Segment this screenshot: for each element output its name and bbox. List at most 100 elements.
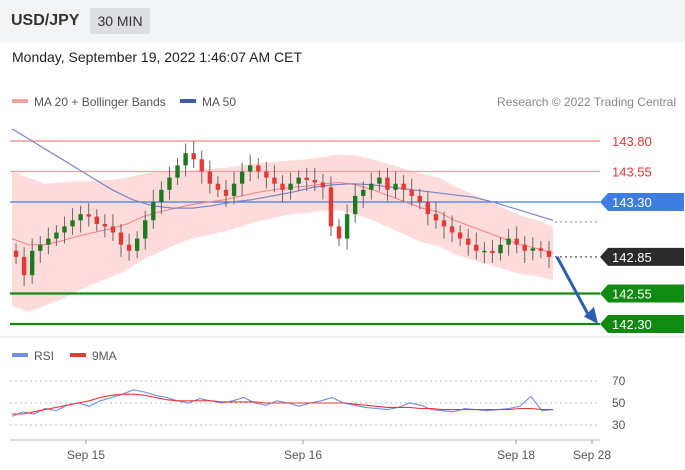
candle-body — [256, 165, 261, 172]
x-tick-label: Sep 18 — [497, 448, 535, 462]
rsi-ma-legend-swatch — [70, 353, 86, 357]
candle-body — [304, 177, 309, 181]
rsi-ma-line — [12, 393, 553, 415]
candle-body — [102, 223, 108, 227]
bb-legend-swatch — [12, 99, 28, 103]
candle-body — [490, 250, 495, 254]
candle-body — [264, 171, 269, 178]
level-label-143-55: 143.55 — [612, 165, 652, 180]
price-levels — [10, 140, 600, 326]
x-axis: Sep 15 Sep 16 Sep 18 Sep 28 — [67, 440, 611, 462]
level-label-142-30: 142.30 — [612, 317, 652, 332]
level-tag-143-30 — [600, 193, 684, 211]
candle-body — [401, 183, 406, 190]
rsi-panel: 70 50 30 — [10, 374, 626, 432]
level-tag-142-30 — [600, 315, 684, 333]
candle-body — [522, 244, 527, 251]
level-labels: 143.80 143.55 143.30 142.85 142.55 142.30 — [600, 134, 684, 333]
x-tick-label: Sep 15 — [67, 448, 105, 462]
rsi-legend-swatch — [12, 353, 28, 357]
candle-body — [441, 220, 447, 227]
candle-body — [466, 238, 471, 245]
candle-body — [159, 189, 164, 202]
candle-body — [126, 244, 132, 251]
candle-body — [215, 183, 221, 190]
candle-body — [191, 153, 196, 160]
candle-body — [336, 226, 342, 239]
candle-body — [62, 226, 67, 233]
rsi-tick-label: 70 — [612, 374, 626, 388]
candle-body — [417, 195, 422, 202]
candle-body — [530, 248, 536, 251]
credit-label: Research © 2022 Trading Central — [497, 95, 676, 109]
candle-body — [320, 182, 326, 188]
candle-body — [272, 177, 277, 184]
candle-body — [538, 248, 544, 251]
candle-body — [385, 177, 390, 190]
candle-body — [13, 250, 19, 257]
candle-body — [312, 180, 317, 183]
candle-body — [361, 189, 366, 196]
candle-body — [352, 195, 358, 215]
candle-body — [514, 238, 519, 245]
candle-body — [86, 214, 91, 217]
candle-body — [239, 171, 245, 184]
candle-body — [29, 250, 35, 276]
forecast-arrow-head — [584, 306, 598, 324]
candle-body — [498, 244, 503, 254]
candle-body — [482, 250, 487, 253]
candlesticks — [13, 141, 552, 287]
candle-body — [457, 232, 463, 239]
rsi-line — [11, 389, 554, 417]
rsi-tick-label: 50 — [612, 396, 626, 410]
level-label-142-85: 142.85 — [612, 250, 652, 265]
forecast-arrow-shaft — [555, 256, 592, 319]
candle-body — [506, 238, 511, 245]
candle-body — [369, 183, 374, 190]
candle-body — [328, 187, 334, 227]
candle-body — [183, 153, 188, 166]
x-tick-label: Sep 28 — [573, 448, 611, 462]
candle-body — [94, 216, 99, 224]
level-label-143-80: 143.80 — [612, 134, 652, 149]
datetime-label: Monday, September 19, 2022 1:46:07 AM CE… — [12, 49, 303, 65]
candle-body — [38, 244, 43, 251]
candle-body — [296, 177, 301, 184]
rsi-legend-label: RSI — [34, 349, 54, 363]
candle-body — [223, 189, 229, 196]
ma50-legend-swatch — [180, 99, 196, 103]
symbol-title: USD/JPY — [11, 12, 80, 29]
candle-body — [288, 183, 293, 190]
candle-body — [248, 165, 253, 172]
candle-body — [46, 238, 51, 245]
level-label-143-30: 143.30 — [612, 195, 652, 210]
candle-body — [344, 214, 350, 239]
rsi-ma-legend-label: 9MA — [92, 349, 117, 363]
candle-body — [199, 159, 204, 172]
level-tag-142-85 — [600, 247, 684, 266]
candle-body — [118, 232, 124, 245]
level-tag-142-55 — [600, 284, 684, 303]
candle-body — [175, 165, 180, 178]
candle-body — [207, 171, 213, 184]
candle-body — [151, 202, 156, 221]
timeframe-button[interactable]: 30 MIN — [90, 8, 150, 34]
candle-body — [54, 232, 59, 239]
candle-body — [449, 226, 455, 233]
candle-body — [110, 226, 116, 233]
bollinger-bands — [12, 154, 553, 312]
bb-legend-label: MA 20 + Bollinger Bands — [34, 95, 166, 109]
chart-header: USD/JPY 30 MIN — [0, 0, 685, 42]
rsi-tick-label: 30 — [612, 418, 626, 432]
candle-body — [393, 183, 398, 190]
candle-body — [21, 256, 27, 276]
candle-body — [425, 202, 431, 215]
bollinger-band-area — [12, 154, 553, 312]
candle-body — [143, 220, 148, 239]
candle-body — [546, 250, 552, 257]
ma50-legend-label: MA 50 — [202, 95, 236, 109]
candle-body — [70, 220, 75, 227]
candle-body — [231, 183, 237, 196]
candle-body — [433, 214, 439, 221]
